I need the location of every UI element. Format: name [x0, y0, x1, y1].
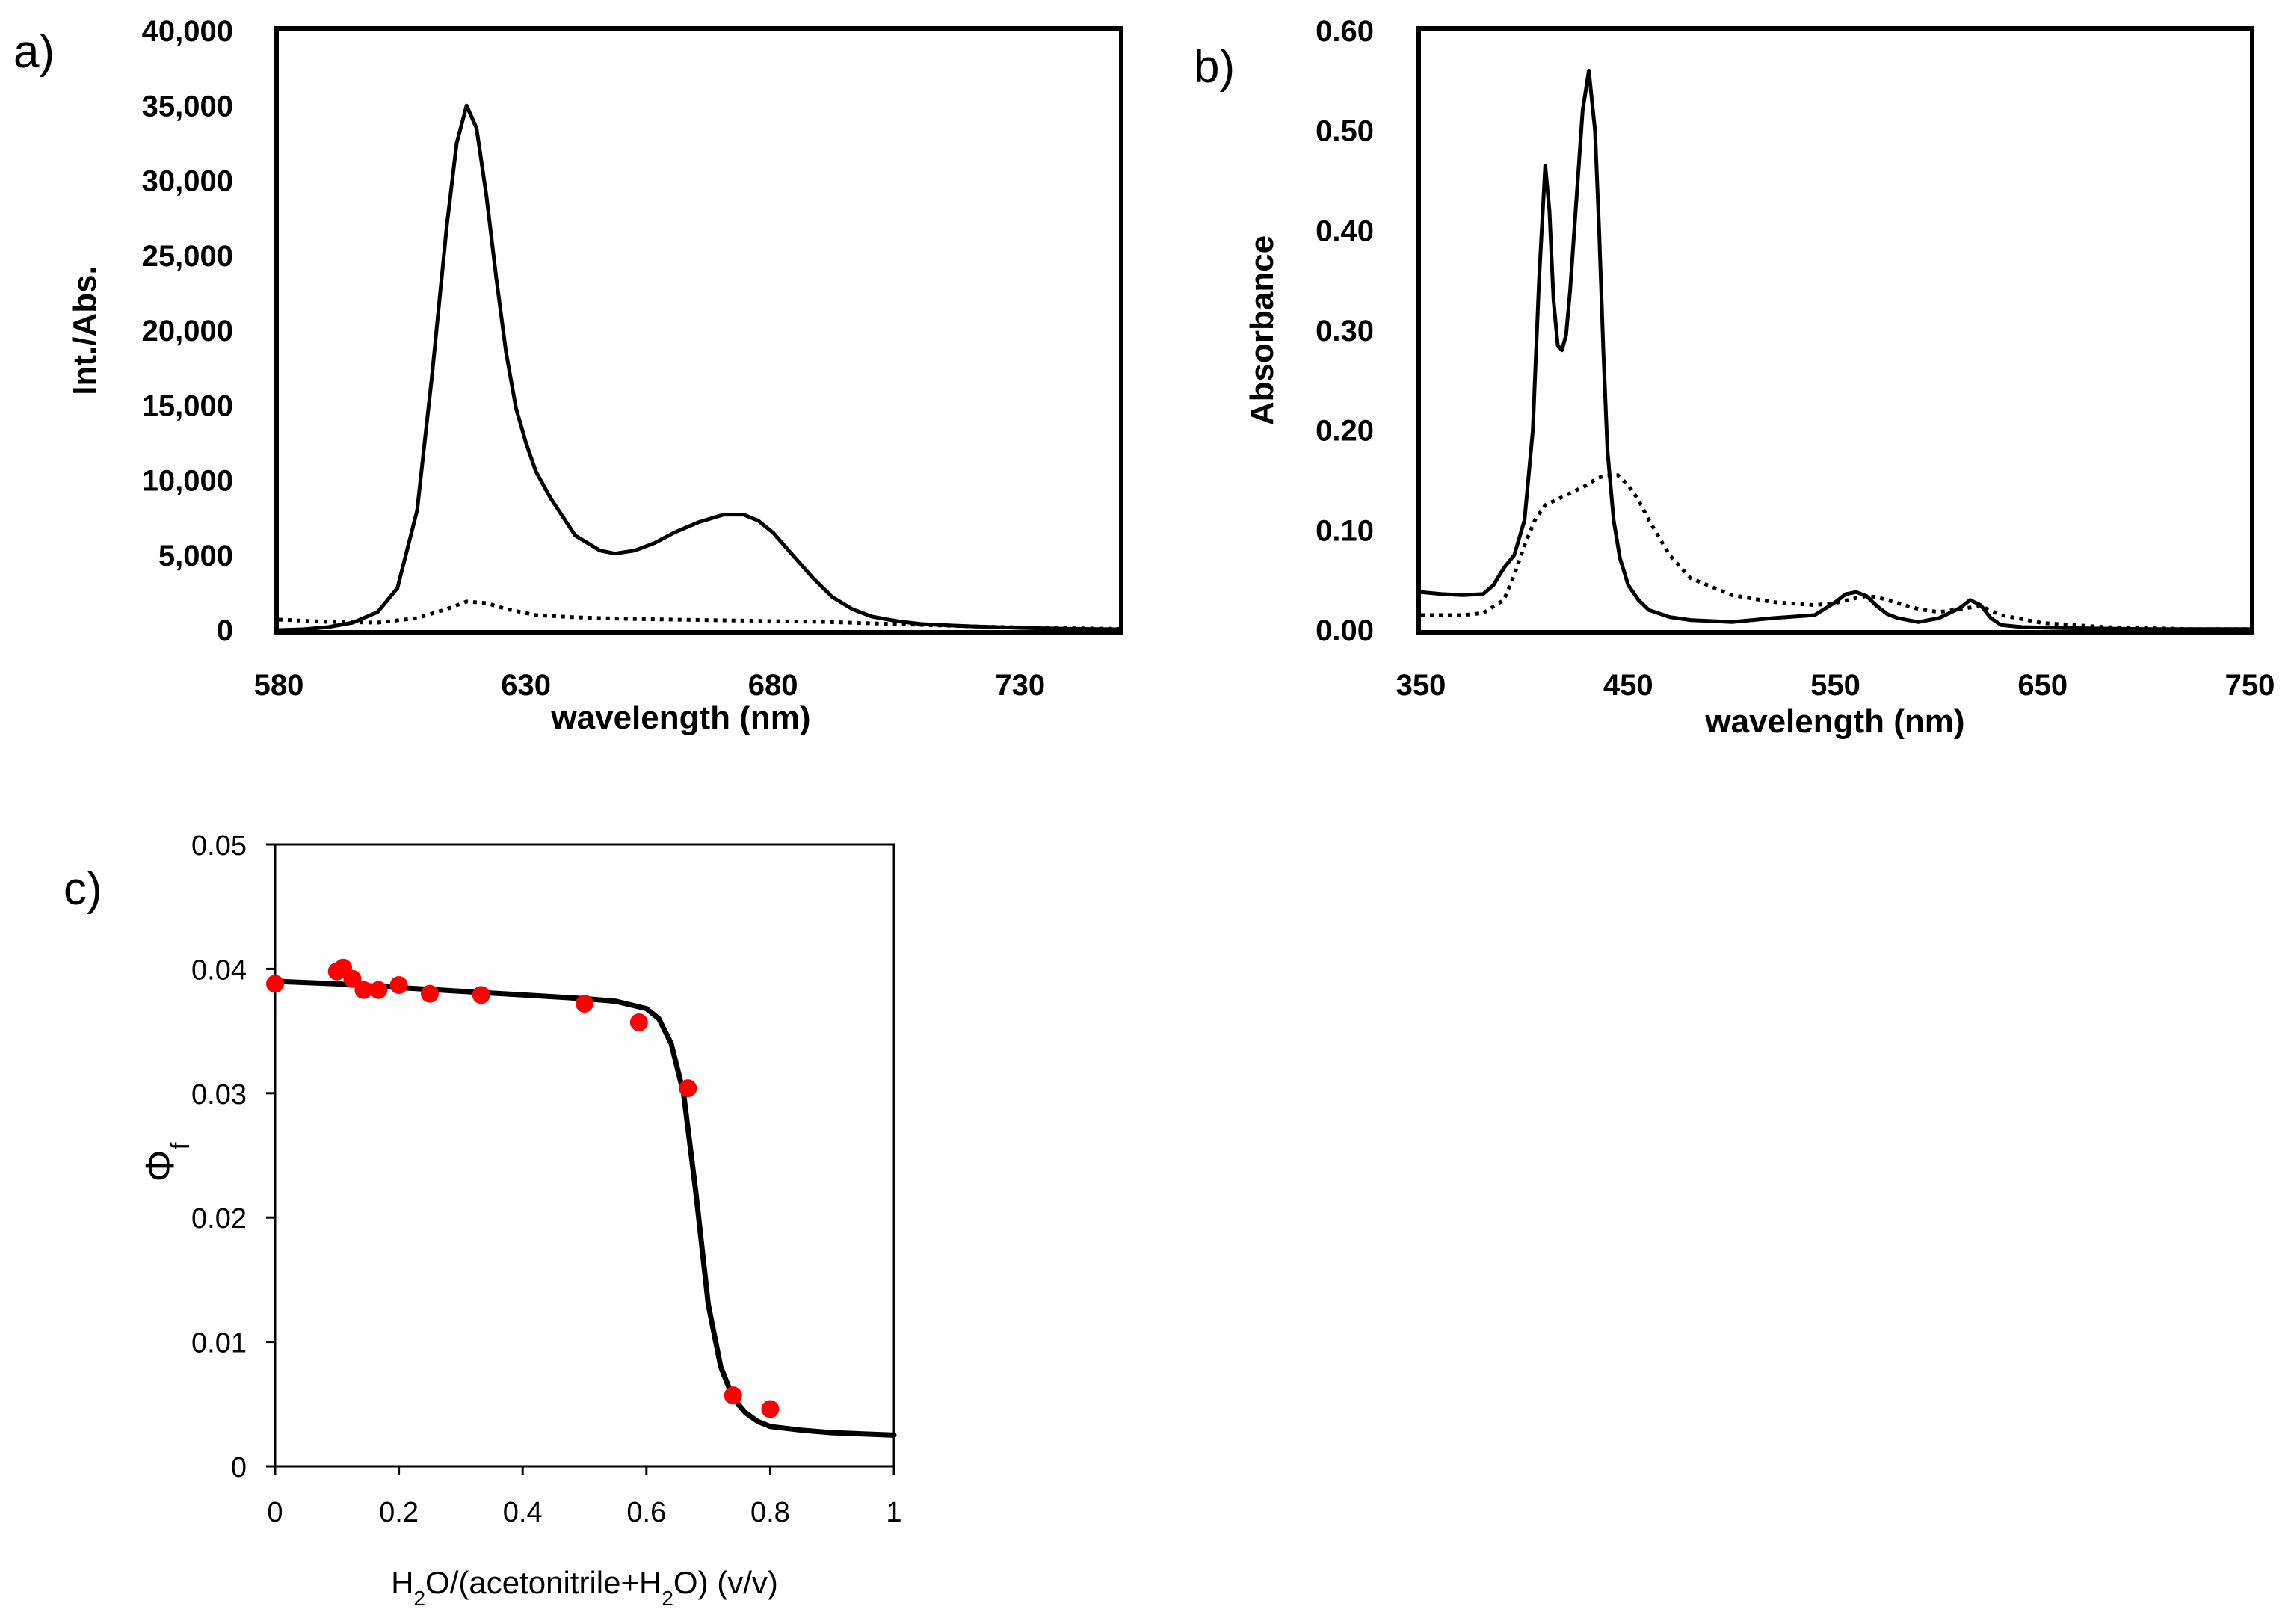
y-tick-label: 0.03 [191, 1079, 247, 1111]
panel-b-series [1419, 69, 2252, 632]
panel-a-y-ticks: 0 5,000 10,000 15,000 20,000 25,000 30,000 35,0… [142, 15, 233, 647]
x-tick-label: 350 [1396, 669, 1446, 702]
data-point [354, 981, 373, 999]
x-tick-label: 630 [501, 669, 551, 702]
y-tick-label: 15,000 [142, 389, 233, 422]
y-tick-label: 0.10 [1316, 514, 1374, 547]
y-tick-label: 0.60 [1316, 15, 1374, 48]
panel-b-x-ticks: 350 450 550 650 750 [1396, 669, 2275, 702]
y-tick-label: 0.05 [191, 830, 247, 862]
panel-c-points [266, 958, 780, 1418]
data-point [679, 1079, 697, 1098]
panel-c-y-axis-label: Φf [138, 1141, 195, 1182]
y-tick-label: 20,000 [142, 315, 233, 348]
x-tick-label: 650 [2017, 669, 2068, 702]
x-tick-label: 1 [886, 1497, 901, 1528]
panel-b-y-axis-label: Absorbance [1244, 235, 1280, 425]
panel-c-x-axis-label: H2O/(acetonitrile+H2O) (v/v) [391, 1565, 778, 1610]
y-tick-label: 0.20 [1316, 415, 1374, 448]
x-tick-label: 450 [1603, 669, 1653, 702]
x-tick-label: 0.6 [626, 1497, 666, 1528]
x-tick-label: 0.2 [379, 1497, 419, 1528]
panel-c: c) 00.010.020.030.040.05 0 0.2 0.4 0.6 0.8 1 … [64, 830, 902, 1610]
x-tick-label: 0 [267, 1497, 283, 1528]
y-tick-label: 35,000 [142, 90, 233, 123]
panel-c-y-ticks: 0 0.01 0.02 0.03 0.04 0.05 [191, 830, 275, 1483]
data-point [369, 981, 388, 999]
y-tick-label: 0.01 [191, 1328, 247, 1359]
panel-a-plot-frame [274, 26, 1123, 635]
y-tick-label: 0.02 [191, 1203, 247, 1235]
y-tick-label: 10,000 [142, 465, 233, 498]
y-tick-label: 0.00 [1316, 614, 1374, 647]
y-tick-label: 30,000 [142, 165, 233, 198]
y-tick-label: 25,000 [142, 240, 233, 273]
data-point [724, 1386, 742, 1405]
y-tick-label: 0 [231, 1452, 247, 1483]
data-point [472, 986, 490, 1004]
data-point [266, 975, 284, 993]
x-tick-label: 680 [748, 669, 798, 702]
x-tick-label: 550 [1810, 669, 1860, 702]
x-tick-label: 0.4 [503, 1497, 543, 1528]
y-tick-label: 0.40 [1316, 214, 1374, 247]
panel-b-y-ticks: 0.00 0.10 0.20 0.30 0.40 0.50 0.60 [1316, 15, 1374, 647]
x-tick-label: 0.8 [750, 1497, 790, 1528]
panel-c-y-axis-text: Φf [138, 1141, 195, 1182]
series-line-dotted [1421, 473, 2250, 632]
data-point [761, 1400, 780, 1418]
panel-b-label: b) [1194, 41, 1235, 93]
panel-c-label: c) [64, 863, 102, 915]
panel-a: a) 0 5,000 10,000 15,000 20,000 25,000 30,000 3… [13, 15, 1123, 736]
data-point [421, 984, 439, 1003]
data-point [629, 1013, 648, 1031]
data-point [389, 976, 408, 995]
x-tick-label: 750 [2225, 669, 2275, 702]
panel-a-x-ticks: 580 630 680 730 [254, 669, 1046, 702]
series-line-solid [1419, 69, 2252, 632]
y-tick-label: 0 [217, 614, 233, 647]
series-line-dotted [278, 599, 1120, 631]
panel-c-series [272, 978, 897, 1438]
panel-b-plot-frame [1416, 26, 2254, 635]
y-tick-label: 0.30 [1316, 315, 1374, 348]
panel-a-series [277, 103, 1121, 632]
series-line-solid [277, 103, 1121, 632]
y-tick-label: 0.50 [1316, 115, 1374, 148]
x-tick-label: 730 [995, 669, 1045, 702]
data-point [343, 969, 362, 988]
panel-a-y-axis-label: Int./Abs. [67, 265, 103, 395]
y-tick-label: 0.04 [191, 954, 247, 986]
panel-c-x-ticks: 0 0.2 0.4 0.6 0.8 1 [267, 1466, 902, 1528]
panel-b: b) 0.00 0.10 0.20 0.30 0.40 0.50 0.60 350 450 55… [1194, 15, 2275, 740]
panel-a-label: a) [13, 26, 55, 78]
data-point [576, 994, 593, 1013]
y-tick-label: 40,000 [142, 15, 233, 48]
panel-a-x-axis-label: wavelength (nm) [550, 700, 810, 736]
y-tick-label: 5,000 [158, 540, 233, 572]
panel-b-x-axis-label: wavelength (nm) [1704, 703, 1964, 740]
panel-c-plot-frame [274, 843, 895, 1468]
x-tick-label: 580 [254, 669, 304, 702]
series-line-fit [272, 978, 897, 1438]
